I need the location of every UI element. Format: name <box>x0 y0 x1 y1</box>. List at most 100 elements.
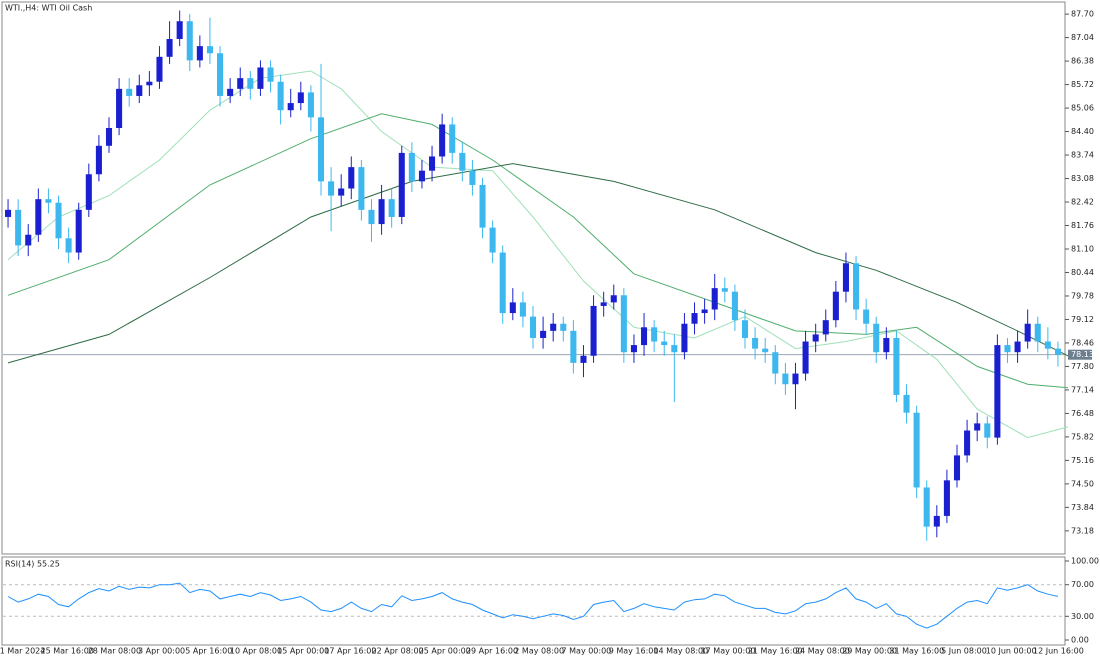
candle-body <box>126 88 133 96</box>
candle-body <box>136 85 143 96</box>
candle-body <box>913 412 920 488</box>
candle-body <box>267 67 274 82</box>
candle-body <box>156 56 163 82</box>
y-tick-label: 84.40 <box>1071 127 1094 136</box>
candle-body <box>883 337 890 353</box>
x-tick-label: 29 May 00:00 <box>842 647 897 656</box>
candle-body <box>741 320 749 338</box>
candle-body <box>863 309 870 324</box>
rsi-line <box>7 582 1059 629</box>
candle-body <box>893 337 900 395</box>
candle-body <box>408 152 415 182</box>
candle-body <box>681 323 688 353</box>
candle-body <box>529 316 537 338</box>
candle-body <box>580 355 587 363</box>
candle-body <box>287 103 294 111</box>
moving-average <box>7 113 1069 389</box>
candle-body <box>630 345 637 353</box>
x-tick-label: 22 Apr 08:00 <box>372 647 424 656</box>
y-tick-label: 83.74 <box>1071 151 1094 160</box>
candle-body <box>307 92 314 118</box>
candle-body <box>469 170 476 185</box>
candle-body <box>45 199 52 203</box>
y-tick-label: 30.00 <box>1071 612 1094 621</box>
candle-body <box>1004 345 1011 353</box>
candle-body <box>802 341 809 374</box>
candle-body <box>15 209 22 246</box>
moving-average <box>7 163 1069 364</box>
rsi-panel <box>1 556 1066 646</box>
y-tick-label: 85.06 <box>1071 104 1094 113</box>
candle-body <box>711 288 718 310</box>
price-tag-label: 78.13 <box>1071 350 1094 359</box>
x-tick-label: 25 Apr 00:00 <box>419 647 471 656</box>
candle-body <box>701 309 708 314</box>
x-tick-label: 15 Apr 00:00 <box>277 647 329 656</box>
candle-body <box>853 263 860 310</box>
candle-body <box>842 263 849 292</box>
candle-body <box>832 291 839 321</box>
candle-body <box>479 184 486 228</box>
y-tick-label: 79.78 <box>1071 291 1094 300</box>
y-tick-label: 81.10 <box>1071 244 1094 253</box>
candle-body <box>540 330 547 338</box>
candle-body <box>620 295 627 353</box>
candle-body <box>65 238 72 253</box>
candle-body <box>176 21 183 40</box>
chart-title: WTI.,H4: WTI Oil Cash <box>5 4 92 13</box>
x-tick-label: 25 Mar 16:00 <box>40 647 93 656</box>
candle-body <box>55 202 62 239</box>
candle-body <box>418 170 425 182</box>
x-tick-label: 21 Mar 2024 <box>0 647 45 656</box>
candle-body <box>186 21 193 61</box>
candle-body <box>933 515 940 527</box>
candle-body <box>560 323 567 331</box>
moving-average <box>7 70 1069 439</box>
candle-body <box>509 302 516 314</box>
candle-body <box>85 174 92 210</box>
candle-body <box>731 291 738 321</box>
x-tick-label: 5 Apr 16:00 <box>185 647 232 656</box>
candle-body <box>812 334 819 342</box>
candle-body <box>953 455 961 481</box>
candle-body <box>994 345 1001 438</box>
x-tick-label: 17 May 00:00 <box>701 647 756 656</box>
candle-body <box>752 337 759 349</box>
candle-body <box>388 199 395 217</box>
candle-body <box>1044 341 1051 349</box>
candle-body <box>570 330 577 363</box>
y-tick-label: 81.76 <box>1071 221 1094 230</box>
x-tick-label: 5 Jun 08:00 <box>941 647 987 656</box>
candle-body <box>237 78 244 89</box>
candle-body <box>610 295 617 303</box>
y-tick-label: 87.04 <box>1071 33 1094 42</box>
candle-body <box>590 305 597 356</box>
candle-body <box>691 313 698 324</box>
y-tick-label: 80.44 <box>1071 268 1094 277</box>
y-tick-label: 77.80 <box>1071 362 1094 371</box>
candle-body <box>328 181 335 196</box>
candle-body <box>217 53 224 96</box>
candle-body <box>782 373 789 385</box>
candle-body <box>459 152 466 171</box>
x-tick-label: 21 May 16:00 <box>748 647 803 656</box>
y-tick-label: 70.00 <box>1071 580 1094 589</box>
candle-body <box>762 348 769 353</box>
candle-body <box>903 394 910 413</box>
candle-body <box>227 88 234 96</box>
y-tick-label: 100.00 <box>1071 557 1099 566</box>
candle-body <box>166 39 173 57</box>
candle-body <box>5 209 12 217</box>
candle-body <box>247 78 254 89</box>
x-tick-label: 2 May 08:00 <box>514 647 564 656</box>
x-tick-label: 24 May 08:00 <box>795 647 850 656</box>
candle-body <box>984 423 991 438</box>
candle-body <box>873 323 880 353</box>
candle-body <box>489 227 496 253</box>
y-tick-label: 79.12 <box>1071 315 1094 324</box>
candle-body <box>368 209 375 225</box>
candle-body <box>257 67 264 89</box>
x-tick-label: 12 Jun 16:00 <box>1033 647 1084 656</box>
y-tick-label: 86.38 <box>1071 57 1094 66</box>
